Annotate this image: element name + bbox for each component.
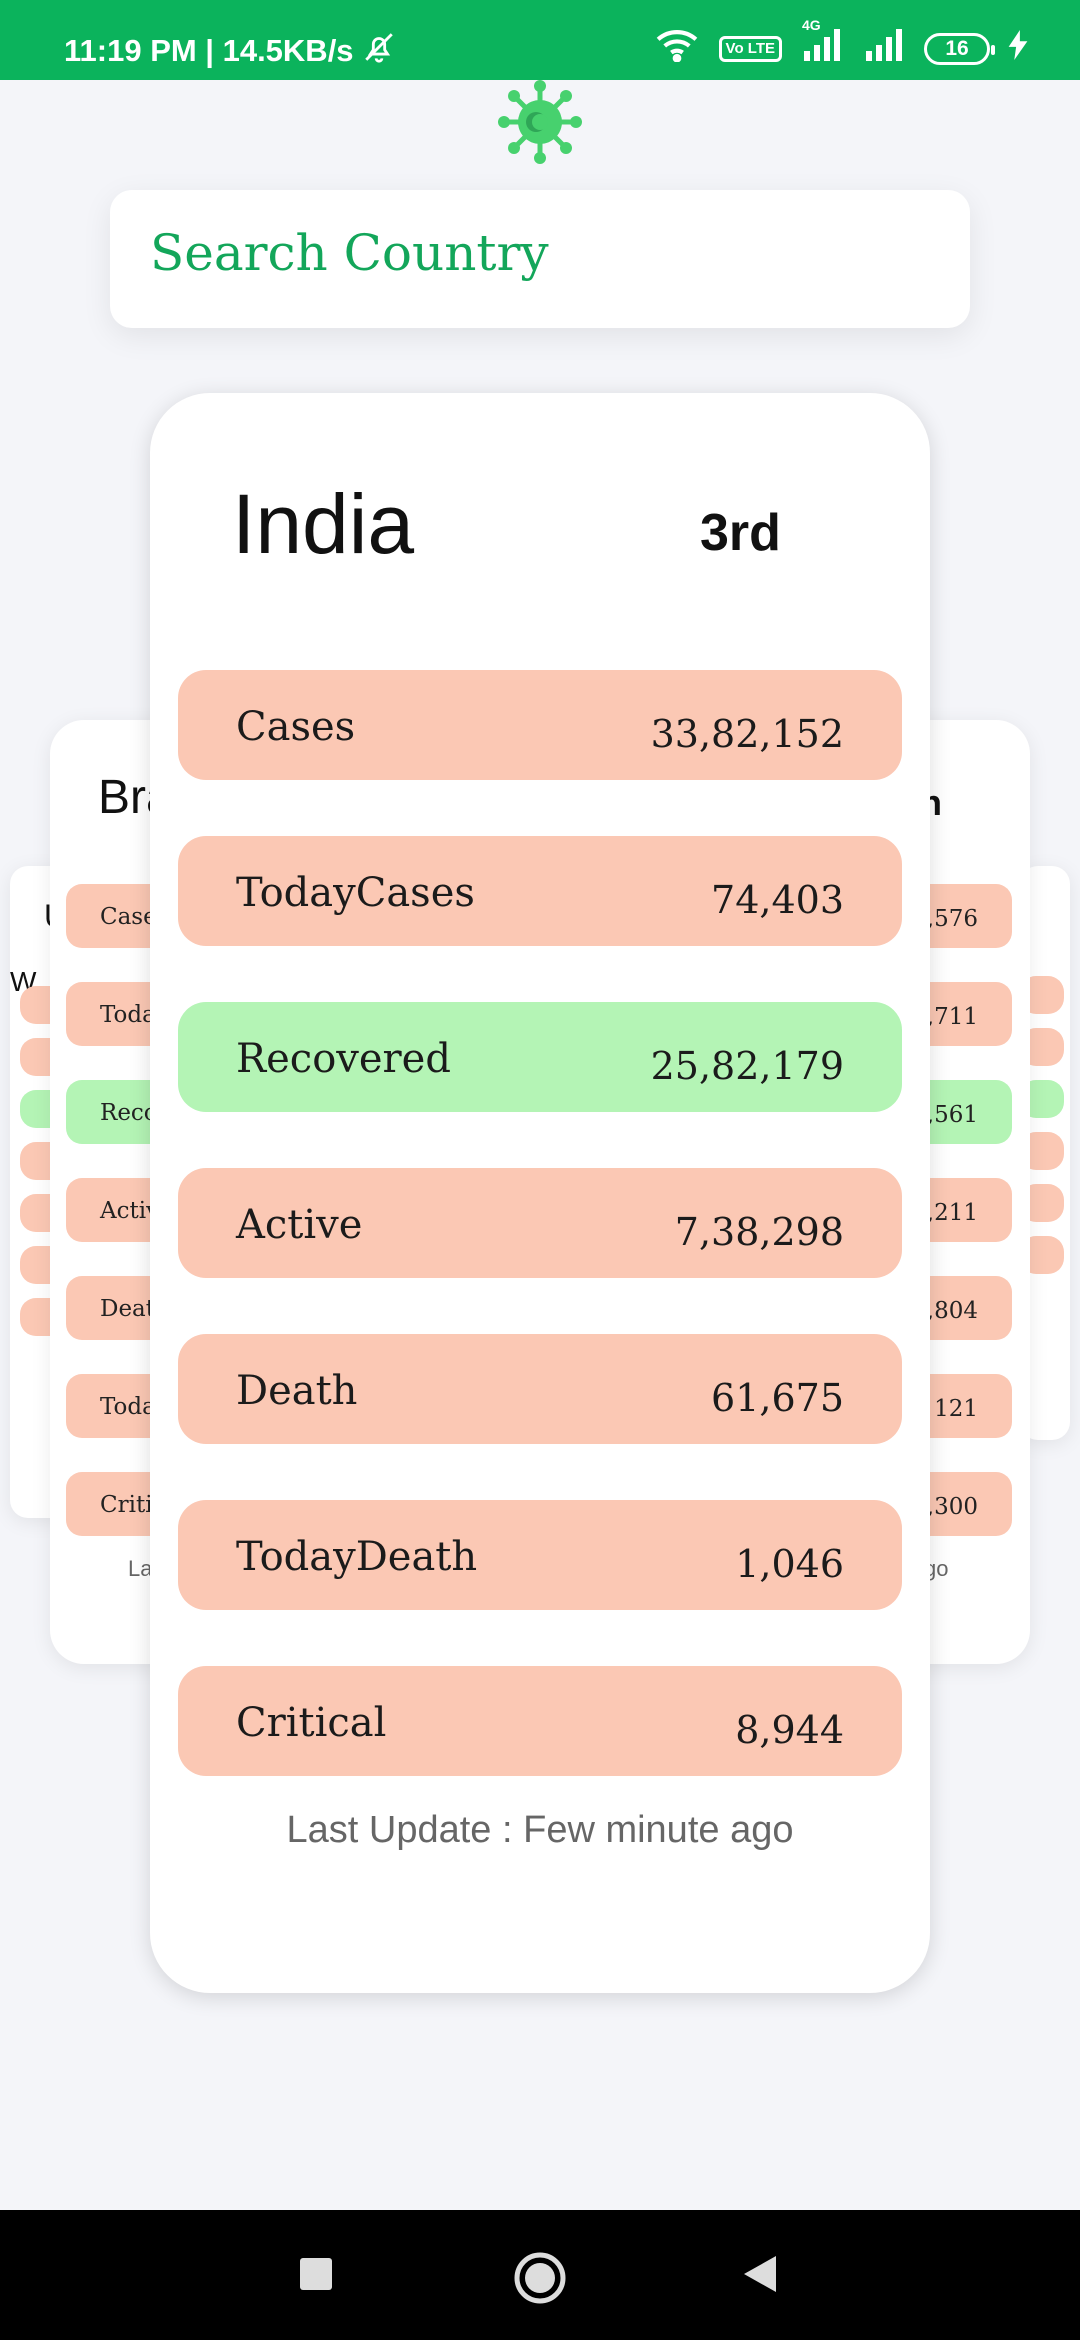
network-type: 4G <box>802 17 821 33</box>
country-card[interactable]: India 3rd Cases 33,82,152 TodayCases 74,… <box>150 393 930 1993</box>
stat-row-recovered: Recovered 25,82,179 <box>178 1002 902 1112</box>
search-input[interactable]: Search Country <box>110 190 970 328</box>
stat-label: Critical <box>236 1700 387 1746</box>
right-card-value: ,561 <box>926 1102 978 1128</box>
wifi-icon <box>653 28 701 69</box>
stat-label: TodayCases <box>236 870 475 916</box>
status-bar: 11:19 PM | 14.5KB/s Vo LTE 4G 16 <box>0 0 1080 80</box>
right-card-value: 121 <box>934 1396 978 1422</box>
battery-icon: 16 <box>924 32 995 65</box>
virus-logo-icon <box>496 78 584 166</box>
stat-label: Recovered <box>236 1036 451 1082</box>
stat-label: TodayDeath <box>236 1534 478 1580</box>
status-left: 11:19 PM | 14.5KB/s <box>64 30 396 72</box>
navigation-bar <box>0 2210 1080 2340</box>
stat-row-critical: Critical 8,944 <box>178 1666 902 1776</box>
country-rank: 3rd <box>700 504 781 562</box>
recents-button[interactable] <box>300 2258 332 2295</box>
left-card-label: Deat <box>100 1296 156 1322</box>
stat-row-today-death: TodayDeath 1,046 <box>178 1500 902 1610</box>
stat-label: Cases <box>236 704 356 750</box>
left-card-label: Criti <box>100 1492 153 1518</box>
stat-value: 8,944 <box>735 1708 844 1752</box>
stat-label: Death <box>236 1368 358 1414</box>
right-card-value: ,211 <box>926 1200 978 1226</box>
stat-value: 1,046 <box>735 1542 844 1586</box>
home-button[interactable] <box>514 2252 566 2309</box>
left-card-label: Case <box>100 904 157 930</box>
status-time-speed: 11:19 PM | 14.5KB/s <box>64 33 354 68</box>
charging-icon <box>1008 30 1028 67</box>
country-name: India <box>232 477 415 571</box>
stat-row-active: Active 7,38,298 <box>178 1168 902 1278</box>
left-card-label: Activ <box>100 1198 160 1224</box>
left-card-label: Reco <box>100 1100 158 1126</box>
status-right: Vo LTE 4G 16 <box>653 17 1028 69</box>
signal-icon <box>862 29 906 68</box>
back-button[interactable] <box>742 2254 778 2299</box>
right-card-value: ,711 <box>926 1004 978 1030</box>
signal-4g-icon: 4G <box>800 17 844 68</box>
stat-value: 61,675 <box>711 1376 844 1420</box>
stat-row-today-cases: TodayCases 74,403 <box>178 836 902 946</box>
left-card-label: Toda <box>100 1002 156 1028</box>
stat-value: 25,82,179 <box>650 1044 844 1088</box>
last-update-text: Last Update : Few minute ago <box>286 1809 794 1851</box>
left-card-label: Toda <box>100 1394 156 1420</box>
stat-row-death: Death 61,675 <box>178 1334 902 1444</box>
right-card-value: ,804 <box>926 1298 978 1324</box>
stat-value: 74,403 <box>711 878 844 922</box>
right-card-value: ,576 <box>926 906 978 932</box>
stat-label: Active <box>236 1202 363 1248</box>
volte-icon: Vo LTE <box>718 35 782 62</box>
stat-value: 33,82,152 <box>650 712 844 756</box>
search-placeholder: Search Country <box>150 224 549 282</box>
right-card-value: ,300 <box>926 1494 978 1520</box>
stat-value: 7,38,298 <box>674 1210 844 1254</box>
left-card-footer: La <box>128 1556 153 1581</box>
stat-row-cases: Cases 33,82,152 <box>178 670 902 780</box>
mute-bell-icon <box>362 30 396 72</box>
